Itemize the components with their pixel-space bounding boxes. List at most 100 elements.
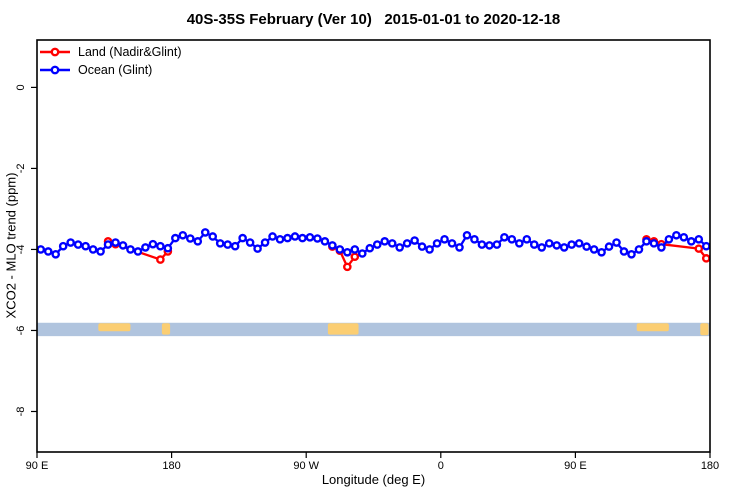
series-ocean (36, 228, 711, 259)
data-point (455, 243, 464, 252)
data-point (81, 241, 90, 251)
legend-label-ocean: Ocean (Glint) (78, 63, 153, 77)
data-point (335, 245, 345, 254)
data-point (701, 254, 711, 263)
x-axis: 90 E 180 90 W 0 90 E 180 (26, 452, 719, 472)
data-point (43, 247, 53, 256)
map-strip-land (98, 323, 131, 332)
data-point (642, 237, 651, 246)
legend-label-land: Land (Nadir&Glint) (78, 45, 182, 59)
data-point (552, 241, 562, 250)
data-point (171, 233, 180, 243)
data-point (515, 239, 524, 248)
data-point (417, 242, 427, 251)
data-point (313, 234, 322, 243)
data-point (298, 233, 307, 243)
data-point (701, 241, 711, 251)
data-point (440, 235, 449, 244)
land-marker-icon (40, 47, 70, 57)
data-point (73, 240, 83, 249)
data-point (395, 243, 404, 252)
data-point (462, 230, 472, 240)
data-point (619, 247, 629, 256)
ocean-marker-icon (40, 65, 70, 75)
data-point (350, 252, 360, 262)
data-point (500, 232, 509, 242)
data-point (425, 245, 434, 254)
legend-item-ocean: Ocean (Glint) (39, 62, 182, 78)
map-strip-land (161, 323, 171, 335)
data-point (589, 245, 599, 254)
data-point (290, 232, 300, 241)
data-point (694, 235, 704, 244)
data-point (447, 239, 457, 248)
data-point (357, 249, 367, 258)
data-point (350, 245, 360, 254)
map-strip (37, 322, 710, 337)
data-point (320, 237, 330, 246)
y-tick-label: -4 (15, 245, 27, 255)
data-point (649, 239, 659, 248)
data-point (103, 240, 113, 249)
data-point (178, 230, 188, 240)
y-tick-label: -8 (15, 407, 27, 417)
data-point (612, 238, 621, 247)
x-tick-label: 0 (438, 460, 444, 472)
y-tick-label: -2 (15, 164, 27, 174)
data-point (582, 242, 591, 251)
data-point (544, 239, 554, 248)
data-point (402, 239, 412, 248)
data-point (253, 244, 262, 253)
data-point (664, 235, 674, 244)
data-point (193, 237, 203, 246)
data-point (470, 235, 479, 244)
data-point (141, 243, 150, 252)
map-strip-land (636, 323, 669, 332)
data-point (88, 245, 98, 254)
data-point (574, 239, 584, 248)
data-point (687, 237, 696, 246)
y-tick-label: -6 (15, 326, 27, 336)
data-point (238, 233, 247, 243)
data-point (58, 241, 68, 251)
y-axis-title: XCO2 - MLO trend (ppm) (3, 172, 19, 319)
data-point (305, 232, 315, 242)
data-point (657, 243, 666, 252)
map-strip-land (327, 323, 359, 335)
x-tick-label: 90 W (293, 460, 319, 472)
data-point (200, 228, 210, 237)
data-point (185, 234, 195, 243)
data-point (694, 244, 704, 253)
data-point (230, 241, 240, 251)
legend: Land (Nadir&Glint) Ocean (Glint) (39, 44, 182, 78)
data-point (567, 240, 576, 249)
map-strip-land (700, 323, 709, 336)
data-point (126, 245, 135, 254)
data-point (679, 232, 689, 242)
x-tick-label: 180 (162, 460, 180, 472)
data-point (260, 238, 270, 247)
x-tick-label: 180 (701, 460, 719, 472)
data-point (492, 240, 502, 249)
data-point (223, 240, 232, 249)
map-strip-ocean (37, 322, 710, 337)
data-point (156, 255, 165, 264)
chart-title: 40S-35S February (Ver 10) 2015-01-01 to … (186, 11, 561, 28)
data-point (634, 245, 644, 254)
data-point (268, 232, 277, 241)
data-point (96, 247, 105, 256)
data-point (537, 243, 547, 252)
data-point (328, 241, 337, 250)
data-point (365, 243, 375, 253)
data-point (627, 250, 636, 259)
data-point (245, 238, 255, 247)
data-point (507, 235, 517, 244)
data-point (343, 247, 352, 257)
legend-item-land: Land (Nadir&Glint) (39, 44, 182, 60)
data-point (118, 241, 128, 250)
data-point (559, 243, 569, 252)
y-axis: 0 -2 -4 -6 -8 (15, 84, 37, 416)
data-point (36, 245, 46, 254)
